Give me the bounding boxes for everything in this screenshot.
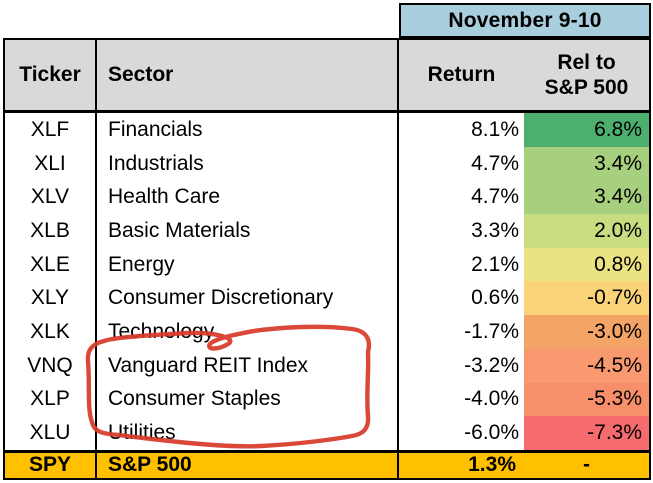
ticker-cell: XLE bbox=[5, 247, 97, 282]
ticker-cell: XLB bbox=[5, 214, 97, 248]
rel-to-sp500-cell: -7.3% bbox=[524, 416, 649, 450]
ticker-cell: XLV bbox=[5, 180, 97, 215]
table-row: XLB Basic Materials 3.3% 2.0% bbox=[5, 214, 649, 248]
rel-to-sp500-cell: 3.4% bbox=[524, 180, 649, 215]
rel-to-sp500-cell: -4.5% bbox=[524, 348, 649, 383]
col-header-return: Return bbox=[427, 63, 496, 86]
sector-cell: Industrials bbox=[97, 146, 399, 181]
return-cell: 4.7% bbox=[471, 151, 519, 175]
return-cell: 4.7% bbox=[471, 185, 519, 209]
sector-cell: Energy bbox=[97, 247, 399, 282]
sector-cell: Utilities bbox=[97, 416, 399, 450]
col-header-sector: Sector bbox=[97, 40, 399, 110]
rel-to-sp500-cell: -3.0% bbox=[524, 315, 649, 349]
return-cell: 8.1% bbox=[471, 117, 519, 141]
table-row: XLK Technology -1.7% -3.0% bbox=[5, 315, 649, 349]
return-cell: -4.0% bbox=[464, 387, 519, 411]
table-row: XLE Energy 2.1% 0.8% bbox=[5, 247, 649, 282]
table-row: XLI Industrials 4.7% 3.4% bbox=[5, 146, 649, 181]
summary-rel-cell: - bbox=[583, 453, 590, 477]
col-header-rel-line2: S&P 500 bbox=[544, 76, 629, 99]
ticker-cell: XLF bbox=[5, 113, 97, 147]
rel-to-sp500-cell: 3.4% bbox=[524, 146, 649, 181]
ticker-cell: XLP bbox=[5, 382, 97, 417]
table-row: XLY Consumer Discretionary 0.6% -0.7% bbox=[5, 281, 649, 316]
table-row: XLV Health Care 4.7% 3.4% bbox=[5, 180, 649, 215]
table-row: XLF Financials 8.1% 6.8% bbox=[5, 113, 649, 147]
sector-cell: Basic Materials bbox=[97, 214, 399, 248]
date-header-cell: November 9-10 bbox=[399, 3, 651, 38]
ticker-cell: XLK bbox=[5, 315, 97, 349]
summary-return-cell: 1.3% bbox=[468, 453, 516, 477]
table-row: XLP Consumer Staples -4.0% -5.3% bbox=[5, 382, 649, 417]
sector-cell: Vanguard REIT Index bbox=[97, 348, 399, 383]
sector-cell: Health Care bbox=[97, 180, 399, 215]
return-cell: 3.3% bbox=[471, 218, 519, 242]
ticker-cell: XLI bbox=[5, 146, 97, 181]
table-header-row: Ticker Sector Return Rel to S&P 500 bbox=[5, 40, 649, 113]
table-body: XLF Financials 8.1% 6.8% XLI Industrials 4.7% 3… bbox=[5, 113, 649, 450]
sector-cell: Financials bbox=[97, 113, 399, 147]
ticker-cell: XLY bbox=[5, 281, 97, 316]
col-header-rel-to-sp500: Rel to S&P 500 bbox=[524, 40, 649, 110]
col-header-ticker: Ticker bbox=[5, 40, 97, 110]
sector-cell: Technology bbox=[97, 315, 399, 349]
rel-to-sp500-cell: 2.0% bbox=[524, 214, 649, 248]
ticker-cell: XLU bbox=[5, 416, 97, 450]
table-row: XLU Utilities -6.0% -7.3% bbox=[5, 416, 649, 450]
rel-to-sp500-cell: -0.7% bbox=[524, 281, 649, 316]
return-cell: -3.2% bbox=[464, 353, 519, 377]
rel-to-sp500-cell: 6.8% bbox=[524, 113, 649, 147]
summary-ticker-cell: SPY bbox=[5, 452, 97, 478]
sector-cell: Consumer Staples bbox=[97, 382, 399, 417]
return-cell: 0.6% bbox=[471, 286, 519, 310]
sector-cell: Consumer Discretionary bbox=[97, 281, 399, 316]
summary-row-spy: SPY S&P 500 1.3% - bbox=[5, 449, 649, 478]
return-cell: 2.1% bbox=[471, 252, 519, 276]
return-cell: -1.7% bbox=[464, 319, 519, 343]
ticker-cell: VNQ bbox=[5, 348, 97, 383]
col-header-rel-line1: Rel to bbox=[557, 51, 616, 74]
rel-to-sp500-cell: 0.8% bbox=[524, 247, 649, 282]
summary-sector-cell: S&P 500 bbox=[97, 452, 399, 478]
rel-to-sp500-cell: -5.3% bbox=[524, 382, 649, 417]
date-header-label: November 9-10 bbox=[448, 8, 602, 32]
sector-table: Ticker Sector Return Rel to S&P 500 XLF F… bbox=[3, 38, 651, 480]
table-row: VNQ Vanguard REIT Index -3.2% -4.5% bbox=[5, 348, 649, 383]
return-cell: -6.0% bbox=[464, 421, 519, 445]
